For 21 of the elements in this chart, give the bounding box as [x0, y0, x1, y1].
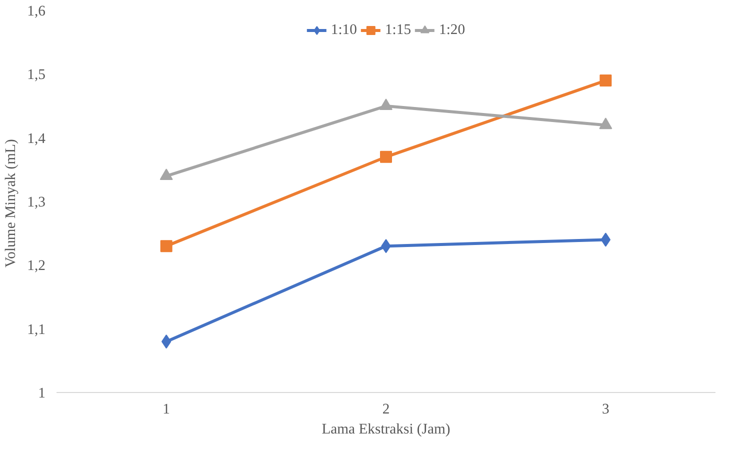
y-tick-label: 1,3 [27, 194, 46, 210]
legend-label: 1:20 [439, 22, 466, 38]
y-axis-title: Volume Minyak (mL) [3, 139, 20, 268]
x-tick-label: 3 [602, 402, 610, 418]
point [160, 168, 173, 180]
y-tick-label: 1,4 [27, 130, 46, 147]
point [380, 98, 392, 110]
y-tick-label: 1 [38, 386, 46, 402]
x-axis-title: Lama Ekstraksi (Jam) [322, 422, 450, 438]
point [600, 74, 612, 87]
y-tick-label: 1,5 [27, 67, 46, 84]
point [599, 118, 612, 130]
x-tick-label: 2 [382, 402, 390, 418]
x-tick-label: 1 [162, 402, 170, 418]
point [160, 240, 172, 252]
y-tick-label: 1,1 [27, 322, 46, 338]
legend-label: 1:10 [330, 22, 357, 38]
legend-label: 1:15 [384, 22, 412, 38]
y-tick-label: 1,2 [27, 258, 46, 274]
point [380, 150, 392, 163]
y-tick-label: 1,6 [27, 4, 46, 20]
